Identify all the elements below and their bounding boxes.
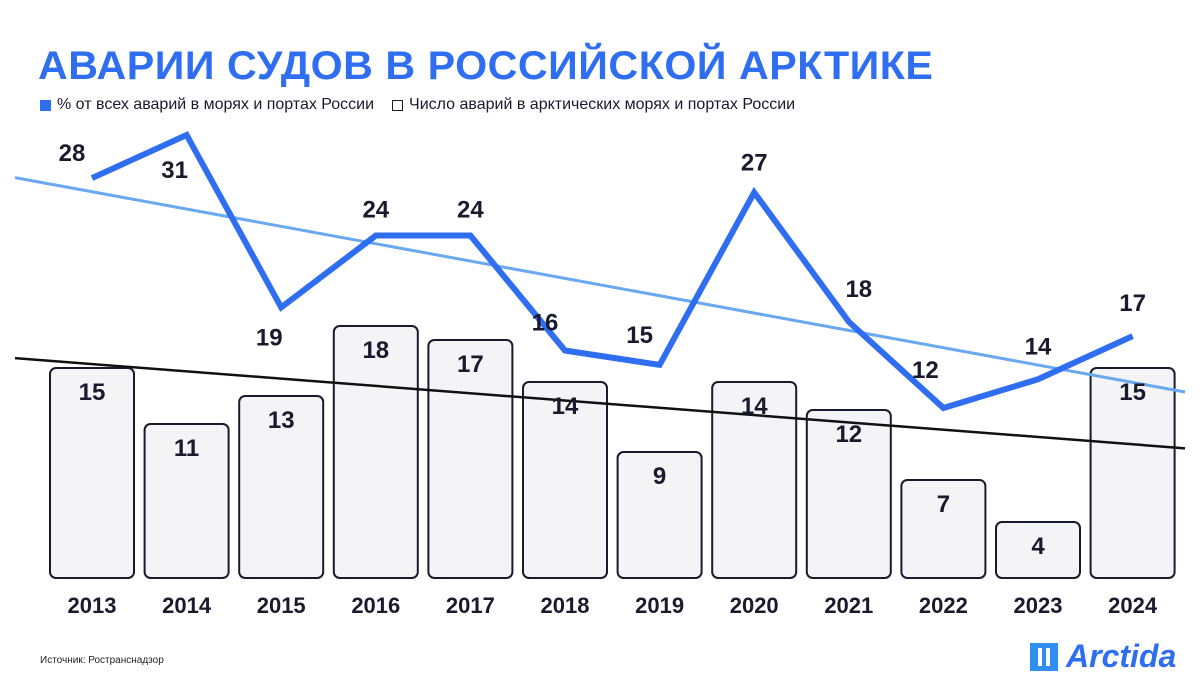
legend-label-line: % от всех аварий в морях и портах России xyxy=(57,96,375,113)
bar-label-2021: 12 xyxy=(835,421,862,448)
x-tick-2017: 2017 xyxy=(446,593,495,618)
percent-label-2019: 15 xyxy=(626,322,653,349)
x-tick-2015: 2015 xyxy=(257,593,306,618)
percent-trendline xyxy=(14,176,1186,394)
bar-2017 xyxy=(427,339,514,579)
percent-label-2018: 16 xyxy=(532,310,559,337)
bar-label-2016: 18 xyxy=(362,337,389,364)
x-tick-2018: 2018 xyxy=(541,593,590,618)
x-tick-2013: 2013 xyxy=(68,593,117,618)
x-tick-2022: 2022 xyxy=(919,593,968,618)
percent-label-2021: 18 xyxy=(845,276,872,303)
bar-2016 xyxy=(332,325,419,579)
bar-label-2015: 13 xyxy=(268,407,295,434)
bar-label-2020: 14 xyxy=(741,393,768,420)
bar-label-2019: 9 xyxy=(653,463,666,490)
bar-2013 xyxy=(49,367,135,579)
percent-label-2020: 27 xyxy=(741,149,768,176)
bar-2024 xyxy=(1089,367,1176,579)
percent-label-2017: 24 xyxy=(457,197,484,224)
bar-label-2024: 15 xyxy=(1119,379,1146,406)
bars-trendline xyxy=(14,356,1186,450)
percent-label-2016: 24 xyxy=(362,197,389,224)
percent-line xyxy=(90,131,1134,412)
x-tick-2014: 2014 xyxy=(162,593,212,618)
percent-label-2013: 28 xyxy=(59,140,86,167)
logo-text: Arctida xyxy=(1066,638,1177,674)
percent-label-2022: 12 xyxy=(912,357,939,384)
x-tick-2023: 2023 xyxy=(1014,593,1063,618)
legend-swatch-bars xyxy=(392,99,404,111)
logo: Arctida xyxy=(1030,638,1176,675)
bar-label-2014: 11 xyxy=(174,435,199,462)
chart-title: АВАРИИ СУДОВ В РОССИЙСКОЙ АРКТИКЕ xyxy=(38,44,934,88)
legend: % от всех аварий в морях и портах России… xyxy=(40,96,795,114)
source-note: Источник: Ространснадзор xyxy=(40,655,164,666)
logo-mark-icon xyxy=(1030,642,1058,671)
bar-2019 xyxy=(616,451,703,579)
bar-2014 xyxy=(143,423,230,579)
percent-label-2015: 19 xyxy=(256,324,283,351)
legend-label-bars: Число аварий в арктических морях и порта… xyxy=(409,96,796,113)
bar-label-2013: 15 xyxy=(79,379,106,406)
bar-2020 xyxy=(711,381,798,579)
percent-label-2014: 31 xyxy=(161,157,188,184)
bar-label-2017: 17 xyxy=(457,351,484,378)
x-tick-2019: 2019 xyxy=(635,593,684,618)
bar-2015 xyxy=(238,395,325,579)
bar-label-2023: 4 xyxy=(1031,533,1045,560)
bar-label-2018: 14 xyxy=(552,393,579,420)
bar-2021 xyxy=(805,409,892,579)
legend-swatch-line xyxy=(40,99,51,111)
percent-label-2024: 17 xyxy=(1119,290,1146,317)
bar-2018 xyxy=(522,381,608,579)
bar-2022 xyxy=(900,479,987,579)
x-tick-2021: 2021 xyxy=(824,593,873,618)
bar-2023 xyxy=(995,521,1081,579)
x-tick-2016: 2016 xyxy=(351,593,400,618)
x-tick-2024: 2024 xyxy=(1108,593,1158,618)
percent-label-2023: 14 xyxy=(1025,333,1052,360)
x-tick-2020: 2020 xyxy=(730,593,779,618)
bar-label-2022: 7 xyxy=(937,491,950,518)
